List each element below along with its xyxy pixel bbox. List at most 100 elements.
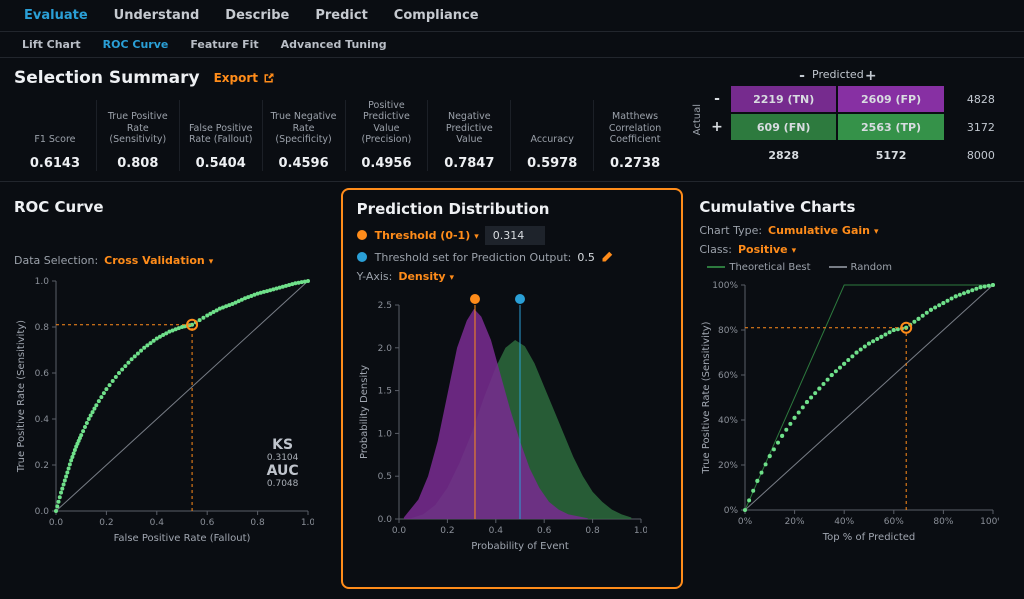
threshold-output-label: Threshold set for Prediction Output: xyxy=(375,251,572,264)
svg-text:True Positive Rate (Sensitivit: True Positive Rate (Sensitivity) xyxy=(16,319,27,472)
svg-text:60%: 60% xyxy=(884,517,904,527)
svg-text:0%: 0% xyxy=(724,506,739,516)
svg-text:0.0: 0.0 xyxy=(392,526,407,536)
svg-text:True Positive Rate (Sensitivit: True Positive Rate (Sensitivity) xyxy=(701,321,712,474)
subtab-advanced-tuning[interactable]: Advanced Tuning xyxy=(271,32,397,57)
export-icon xyxy=(263,72,275,84)
row-total: 3172 xyxy=(946,114,1016,140)
col-total: 5172 xyxy=(838,142,943,168)
svg-text:60%: 60% xyxy=(718,371,738,381)
selection-summary-title: Selection Summary xyxy=(14,68,200,88)
cell-fp[interactable]: 2609 (FP) xyxy=(838,86,943,112)
svg-text:20%: 20% xyxy=(718,461,738,471)
col-total: 2828 xyxy=(731,142,836,168)
subtab-roc-curve[interactable]: ROC Curve xyxy=(93,32,179,57)
svg-text:0.5: 0.5 xyxy=(377,472,391,482)
tab-predict[interactable]: Predict xyxy=(303,0,379,31)
metric: Matthews Correlation Coefficient0.2738 xyxy=(594,100,676,171)
svg-text:80%: 80% xyxy=(718,326,738,336)
cell-tn[interactable]: 2219 (TN) xyxy=(731,86,836,112)
tab-evaluate[interactable]: Evaluate xyxy=(12,0,100,31)
metric: Accuracy0.5978 xyxy=(511,100,594,171)
svg-text:0.8: 0.8 xyxy=(585,526,600,536)
svg-text:0.4: 0.4 xyxy=(488,526,503,536)
yaxis-dropdown[interactable]: Density xyxy=(398,270,454,283)
svg-text:40%: 40% xyxy=(718,416,738,426)
svg-text:2.0: 2.0 xyxy=(377,343,392,353)
metric: True Positive Rate (Sensitivity)0.808 xyxy=(97,100,180,171)
svg-text:0.6: 0.6 xyxy=(537,526,552,536)
primary-tabs: EvaluateUnderstandDescribePredictComplia… xyxy=(0,0,1024,32)
dist-title: Prediction Distribution xyxy=(357,200,668,218)
svg-text:Probability Density: Probability Density xyxy=(359,364,370,458)
cum-title: Cumulative Charts xyxy=(699,198,1010,216)
distribution-panel: Prediction Distribution Threshold (0-1) … xyxy=(341,188,684,589)
svg-text:0.8: 0.8 xyxy=(35,323,50,333)
metric: False Positive Rate (Fallout)0.5404 xyxy=(180,100,263,171)
svg-text:0.0: 0.0 xyxy=(35,507,50,517)
predicted-axis-label: - Predicted + xyxy=(731,68,945,86)
svg-text:0.8: 0.8 xyxy=(250,518,265,528)
cumulative-chart[interactable]: 0% 20% 40% 60% 80% 100% 0% 20% 40% 60% 80% 100% Top … xyxy=(699,277,999,542)
subtab-lift-chart[interactable]: Lift Chart xyxy=(12,32,91,57)
svg-text:0.2: 0.2 xyxy=(440,526,454,536)
svg-text:40%: 40% xyxy=(835,517,855,527)
metric: True Negative Rate (Specificity)0.4596 xyxy=(263,100,346,171)
svg-text:1.0: 1.0 xyxy=(301,518,314,528)
svg-text:1.0: 1.0 xyxy=(377,429,392,439)
cumulative-panel: Cumulative Charts Chart Type: Cumulative… xyxy=(685,192,1024,589)
cell-tp[interactable]: 2563 (TP) xyxy=(838,114,943,140)
svg-text:0.6: 0.6 xyxy=(200,518,215,528)
distribution-chart[interactable]: 0.0 0.2 0.4 0.6 0.8 1.0 0.0 0.5 1.0 1.5 2.0 2.5 Prob… xyxy=(357,289,647,551)
grand-total: 8000 xyxy=(946,142,1016,168)
svg-text:1.0: 1.0 xyxy=(634,526,647,536)
svg-text:2.5: 2.5 xyxy=(377,301,391,311)
svg-text:20%: 20% xyxy=(785,517,805,527)
svg-text:100%: 100% xyxy=(713,281,739,291)
svg-text:80%: 80% xyxy=(934,517,954,527)
threshold-dropdown[interactable]: Threshold (0-1) xyxy=(375,229,479,242)
data-selection-dropdown[interactable]: Cross Validation xyxy=(104,254,213,267)
svg-text:1.5: 1.5 xyxy=(377,386,391,396)
class-label: Class: xyxy=(699,243,732,256)
metric: F1 Score0.6143 xyxy=(14,100,97,171)
export-button[interactable]: Export xyxy=(214,71,275,85)
threshold-input[interactable] xyxy=(485,226,545,245)
cell-fn[interactable]: 609 (FN) xyxy=(731,114,836,140)
roc-panel: ROC Curve Data Selection: Cross Validati… xyxy=(0,192,339,589)
svg-text:0.0: 0.0 xyxy=(49,518,64,528)
yaxis-label: Y-Axis: xyxy=(357,270,393,283)
confusion-matrix: Actual - Predicted + - 2219 (TN) 2609 (F… xyxy=(690,58,1024,181)
svg-text:0.2: 0.2 xyxy=(35,461,49,471)
actual-axis-label: Actual xyxy=(692,104,703,135)
chart-type-label: Chart Type: xyxy=(699,224,762,237)
secondary-tabs: Lift ChartROC CurveFeature FitAdvanced T… xyxy=(0,32,1024,58)
row-total: 4828 xyxy=(946,86,1016,112)
metric: Negative Predictive Value0.7847 xyxy=(428,100,511,171)
edit-icon[interactable] xyxy=(601,251,613,263)
svg-text:100%: 100% xyxy=(980,517,999,527)
svg-text:False Positive Rate (Fallout): False Positive Rate (Fallout) xyxy=(114,533,251,543)
svg-text:0.4: 0.4 xyxy=(35,415,50,425)
cum-legend: Theoretical Best Random xyxy=(707,262,1010,273)
svg-text:0%: 0% xyxy=(738,517,753,527)
selection-summary: Selection Summary Export F1 Score0.6143T… xyxy=(0,58,690,181)
tab-understand[interactable]: Understand xyxy=(102,0,212,31)
svg-text:0.6: 0.6 xyxy=(35,369,50,379)
class-dropdown[interactable]: Positive xyxy=(738,243,796,256)
svg-text:0.0: 0.0 xyxy=(377,515,392,525)
metric: Positive Predictive Value (Precision)0.4… xyxy=(346,100,429,171)
roc-chart[interactable]: 0.00.20.40.60.81.00.00.20.40.60.81.0Fals… xyxy=(14,273,314,543)
svg-text:Top % of Predicted: Top % of Predicted xyxy=(822,532,916,542)
subtab-feature-fit[interactable]: Feature Fit xyxy=(180,32,268,57)
svg-text:0.2: 0.2 xyxy=(99,518,113,528)
data-selection-label: Data Selection: xyxy=(14,254,98,267)
threshold-marker-icon xyxy=(357,230,367,240)
svg-text:1.0: 1.0 xyxy=(35,277,50,287)
roc-title: ROC Curve xyxy=(14,198,325,216)
threshold-output-marker-icon xyxy=(357,252,367,262)
tab-describe[interactable]: Describe xyxy=(213,0,301,31)
tab-compliance[interactable]: Compliance xyxy=(382,0,491,31)
ks-auc-stats: KS0.3104 AUC0.7048 xyxy=(267,437,299,489)
chart-type-dropdown[interactable]: Cumulative Gain xyxy=(768,224,878,237)
